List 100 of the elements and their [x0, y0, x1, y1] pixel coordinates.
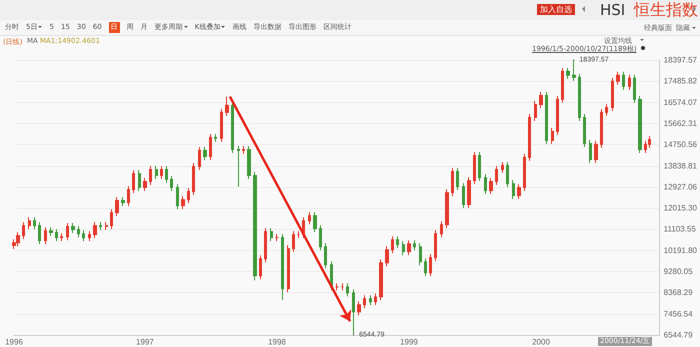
y-tick-label: 8368.29 [664, 288, 694, 298]
candlestick [419, 242, 422, 266]
candlestick [429, 254, 432, 277]
candlestick [440, 220, 443, 238]
y-tick-label: 16574.07 [664, 98, 698, 107]
candlestick [33, 216, 36, 230]
candlestick [281, 234, 284, 300]
candlestick [192, 162, 195, 196]
candlestick [308, 212, 311, 225]
candlestick [105, 222, 108, 231]
candlestick [605, 104, 608, 116]
candlestick [346, 282, 349, 297]
candlestick [456, 168, 459, 191]
candlestick [523, 153, 526, 192]
candlestick [253, 172, 257, 281]
candlestick [413, 240, 416, 251]
candlestick [374, 292, 377, 306]
candlestick [225, 96, 229, 116]
candlestick [203, 146, 207, 160]
candlestick [622, 71, 625, 90]
candlestick [572, 60, 576, 82]
y-tick-label: 10191.80 [664, 246, 698, 255]
x-tick-label: 1997 [136, 338, 154, 346]
candlestick [539, 91, 543, 108]
candlestick [275, 234, 279, 242]
candlestick [506, 162, 509, 188]
candlestick [143, 178, 147, 192]
candlestick [44, 226, 47, 245]
candlestick [187, 188, 190, 204]
candlestick [220, 108, 223, 142]
candlestick [638, 95, 642, 154]
candlestick [644, 140, 647, 154]
candlestick [407, 240, 411, 256]
candlestick [149, 165, 152, 186]
candlestick [22, 222, 25, 240]
candlestick [160, 165, 163, 180]
candlestick [467, 176, 471, 208]
x-tick-label: 1999 [400, 338, 418, 346]
candlestick [462, 182, 465, 208]
candlestick [528, 114, 531, 162]
y-tick-label: 6544.79 [664, 330, 694, 340]
candlestick [556, 95, 559, 136]
y-tick-label: 18397.57 [664, 56, 698, 64]
candlestick [633, 74, 636, 104]
candlestick [82, 230, 85, 242]
y-tick-label: 12015.30 [664, 204, 698, 213]
candlestick [138, 170, 141, 192]
candlestick [402, 240, 405, 256]
candlestick [551, 127, 554, 144]
candlestick [473, 152, 476, 185]
candlestick [445, 188, 449, 229]
candlestick [324, 242, 327, 269]
candlestick [534, 100, 537, 122]
candlestick [71, 222, 75, 234]
candlestick [545, 91, 548, 144]
candlestick [600, 108, 603, 148]
candlestick [242, 146, 245, 154]
candlestick [578, 73, 581, 122]
candlestick [451, 168, 454, 197]
candlestick [115, 196, 119, 217]
candlestick [259, 254, 262, 280]
candlestick [396, 236, 399, 249]
candlestick [341, 282, 344, 291]
y-tick-label: 11103.55 [664, 224, 696, 234]
x-tick-label: 1998 [268, 338, 286, 346]
candlestick [313, 212, 317, 233]
candlestick [55, 228, 58, 242]
candlestick [93, 222, 97, 239]
candlestick [49, 226, 53, 237]
candlestick [616, 71, 620, 86]
candlestick [292, 230, 295, 253]
candlestick [478, 152, 481, 182]
x-tick-label: 1996 [5, 338, 24, 346]
candlestick [512, 180, 515, 200]
candlestick [121, 196, 125, 207]
candlestick [28, 216, 31, 230]
y-tick-label: 12927.06 [664, 182, 698, 192]
candlestick [561, 67, 564, 104]
candlestick [66, 222, 69, 241]
candlestick [181, 196, 185, 210]
y-tick-label: 13838.81 [664, 161, 698, 170]
candlestick [589, 139, 592, 164]
candlestick [60, 232, 63, 242]
candlestick [127, 186, 130, 207]
candlestick [391, 236, 394, 254]
candlestick [132, 170, 135, 194]
candlestick [335, 282, 339, 291]
y-tick-label: 17485.82 [664, 76, 698, 86]
candlestick [489, 178, 493, 195]
candlestick [247, 146, 251, 180]
text: HSI [600, 1, 626, 19]
text: 加入自选 [537, 4, 575, 15]
candlestick [155, 165, 158, 180]
candlestick [363, 294, 366, 309]
candlestick [517, 184, 521, 200]
y-tick-label: 9280.05 [664, 267, 694, 276]
candlestick [264, 228, 267, 263]
candlestick [434, 230, 437, 262]
candlestick [38, 222, 41, 245]
candlestick [237, 146, 240, 188]
